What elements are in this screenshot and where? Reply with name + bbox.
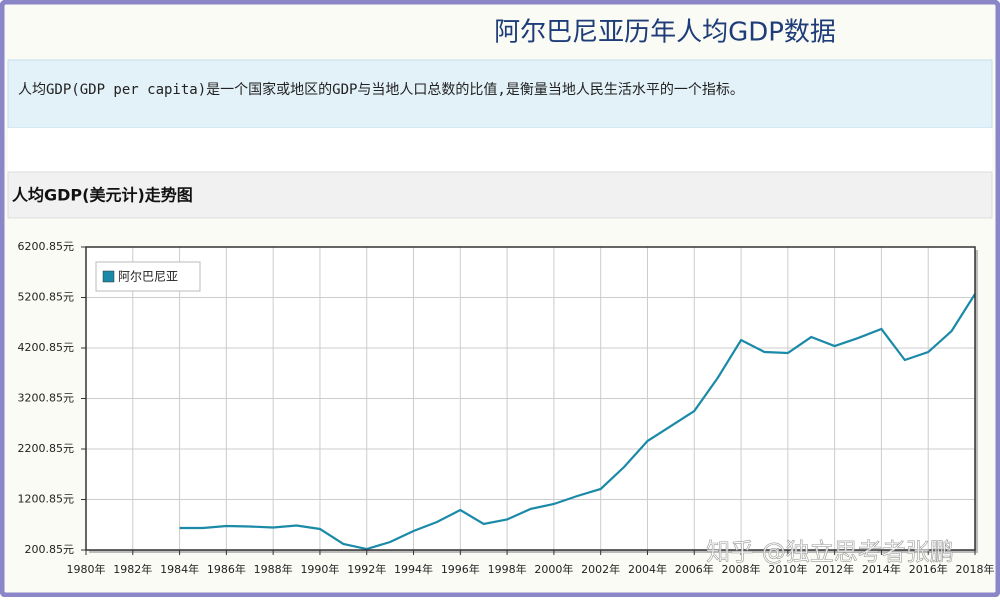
x-tick-label: 2016年 <box>909 562 948 576</box>
plot-border <box>85 246 976 551</box>
x-tick-label: 2018年 <box>956 562 995 576</box>
x-tick-label: 2004年 <box>628 562 667 576</box>
x-tick-label: 1984年 <box>160 562 199 576</box>
x-tick-label: 2000年 <box>534 562 573 576</box>
page-title: 阿尔巴尼亚历年人均GDP数据 <box>494 18 836 48</box>
spacer <box>8 128 992 172</box>
legend-swatch <box>102 270 115 283</box>
x-tick-label: 1994年 <box>394 562 433 576</box>
x-tick-label: 1998年 <box>488 562 527 576</box>
x-tick-label: 2014年 <box>862 562 901 576</box>
series-line <box>179 293 976 551</box>
x-tick-label: 1982年 <box>113 562 152 576</box>
x-tick-label: 2002年 <box>581 562 620 576</box>
x-tick-label: 1980年 <box>67 562 106 576</box>
x-tick-label: 2008年 <box>722 562 761 576</box>
x-tick-label: 1986年 <box>207 562 246 576</box>
section-title: 人均GDP(美元计)走势图 <box>12 186 193 205</box>
x-tick-label: 1992年 <box>347 562 386 576</box>
description-box <box>7 59 993 129</box>
x-tick-label: 1988年 <box>254 562 293 576</box>
x-tick-label: 2006年 <box>675 562 714 576</box>
y-tick-label: 200.85元 <box>25 543 75 556</box>
y-tick-label: 5200.85元 <box>18 291 75 304</box>
section-bar <box>7 171 993 219</box>
y-tick-label: 2200.85元 <box>18 442 75 455</box>
watermark: 知乎 @独立思考者张鹏 <box>706 538 954 566</box>
y-tick-label: 3200.85元 <box>18 392 75 405</box>
y-tick-label: 4200.85元 <box>18 341 75 354</box>
x-tick-label: 1996年 <box>441 562 480 576</box>
x-tick-label: 2012年 <box>815 562 854 576</box>
y-tick-label: 6200.85元 <box>18 240 75 253</box>
y-tick-label: 1200.85元 <box>18 493 75 506</box>
description: 人均GDP(GDP per capita)是一个国家或地区的GDP与当地人口总数… <box>18 81 744 98</box>
legend-label: 阿尔巴尼亚 <box>118 269 178 284</box>
x-tick-label: 1990年 <box>300 562 339 576</box>
x-tick-label: 2010年 <box>768 562 807 576</box>
